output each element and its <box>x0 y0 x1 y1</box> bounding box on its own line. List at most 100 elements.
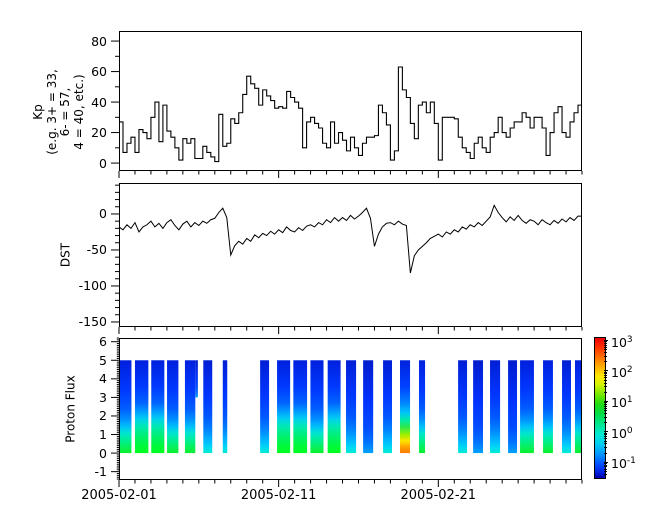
colorbar-major-tick <box>604 370 608 372</box>
flux-bar <box>260 360 270 454</box>
y-tick-label: 5 <box>99 352 107 368</box>
colorbar-minor-tick <box>604 403 607 405</box>
colorbar-minor-tick <box>604 436 607 438</box>
colorbar-major-tick <box>604 400 608 402</box>
dst-panel <box>111 183 583 334</box>
colorbar-major-tick <box>604 431 608 433</box>
flux-bar <box>418 360 426 454</box>
colorbar-minor-tick <box>604 464 607 466</box>
colorbar-minor-tick <box>604 352 607 354</box>
colorbar-minor-tick <box>604 402 607 404</box>
colorbar-minor-tick <box>604 434 607 436</box>
colorbar-minor-tick <box>604 416 607 418</box>
y-tick-label: 6 <box>99 334 107 350</box>
flux-bar <box>473 360 484 454</box>
colorbar-minor-tick <box>604 407 607 409</box>
x-tick-label: 2005-02-01 <box>81 488 157 503</box>
flux-bar <box>520 360 534 454</box>
x-tick-label: 2005-02-21 <box>400 488 477 503</box>
colorbar-label: 102 <box>611 364 633 381</box>
flux-bar <box>383 360 393 454</box>
colorbar-minor-tick <box>604 375 607 377</box>
flux-bar <box>508 360 518 454</box>
colorbar-minor-tick <box>604 432 607 434</box>
y-tick-label: 4 <box>99 371 107 387</box>
y-tick-label: 60 <box>91 64 107 80</box>
colorbar-minor-tick <box>604 405 607 407</box>
colorbar-minor-tick <box>604 373 607 375</box>
flux-bar <box>222 360 228 454</box>
colorbar-minor-tick <box>604 377 607 379</box>
colorbar-minor-tick <box>604 379 607 381</box>
colorbar-minor-tick <box>604 361 607 363</box>
y-tick-label: 0 <box>99 206 107 222</box>
y-tick-label: -50 <box>86 242 107 258</box>
proton-flux-panel <box>111 337 583 487</box>
colorbar-minor-tick <box>604 447 607 449</box>
colorbar-minor-tick <box>604 344 607 346</box>
flux-bar <box>562 360 571 454</box>
flux-bar <box>167 360 179 454</box>
dst-series-line <box>118 204 582 274</box>
colorbar-minor-tick <box>604 349 607 351</box>
colorbar-label: 100 <box>611 425 633 441</box>
flux-bar <box>363 360 374 454</box>
flux-bar <box>119 360 132 454</box>
flux-bar <box>543 360 553 454</box>
flux-bar <box>195 360 198 398</box>
y-tick-label: -1 <box>94 464 107 480</box>
colorbar-minor-tick <box>604 410 607 412</box>
flux-bar <box>346 360 357 454</box>
y-tick-label: 40 <box>91 94 107 110</box>
colorbar-minor-tick <box>604 342 607 344</box>
colorbar-minor-tick <box>604 466 607 468</box>
y-tick-label: -100 <box>78 278 107 294</box>
colorbar-label: 10-1 <box>611 456 636 472</box>
colorbar-minor-tick <box>604 355 607 357</box>
y-tick-label: 0 <box>99 155 107 171</box>
panel-frame <box>119 183 582 327</box>
colorbar-minor-tick <box>604 438 607 440</box>
colorbar-minor-tick <box>604 470 607 472</box>
y-tick-label: -150 <box>78 314 107 330</box>
flux-bar <box>310 360 324 454</box>
colorbar-minor-tick <box>604 346 607 348</box>
colorbar-minor-tick <box>604 473 607 475</box>
flux-bar <box>293 360 308 454</box>
panel-frame <box>119 338 582 480</box>
colorbar-major-tick <box>604 340 608 342</box>
colorbar-label: 103 <box>611 334 633 350</box>
flux-bar <box>151 360 165 454</box>
colorbar-minor-tick <box>604 341 607 343</box>
kp-panel <box>111 31 583 178</box>
kp-series-line <box>119 66 582 163</box>
flux-bar <box>184 360 196 454</box>
colorbar-minor-tick <box>604 452 607 454</box>
colorbar-minor-tick <box>604 422 607 424</box>
y-tick-label: 2 <box>99 408 107 424</box>
flux-bar <box>203 360 213 454</box>
flux-bar <box>399 360 411 454</box>
colorbar-minor-tick <box>604 391 607 393</box>
colorbar-label: 101 <box>611 395 633 411</box>
colorbar-minor-tick <box>604 382 607 384</box>
y-tick-label: 20 <box>91 125 107 141</box>
flux-bar <box>327 360 341 454</box>
colorbar-minor-tick <box>604 468 607 470</box>
colorbar-minor-tick <box>604 440 607 442</box>
flux-bar <box>134 360 149 454</box>
colorbar-minor-tick <box>604 463 607 465</box>
y-tick-label: 1 <box>99 427 107 443</box>
y-tick-label: 80 <box>91 33 107 49</box>
y-tick-label: 0 <box>99 445 107 461</box>
x-tick-label: 2005-02-11 <box>240 488 317 503</box>
colorbar-major-tick <box>604 461 608 463</box>
flux-bar <box>277 360 291 454</box>
panel-frame <box>119 31 582 171</box>
y-tick-label: 3 <box>99 389 107 405</box>
kp-axis-title: Kp (e.g. 3+ = 33, 6- = 57, 4 = 40, etc.) <box>31 69 86 155</box>
colorbar-minor-tick <box>604 386 607 388</box>
colorbar-minor-tick <box>604 413 607 415</box>
flux-bar <box>574 360 582 454</box>
